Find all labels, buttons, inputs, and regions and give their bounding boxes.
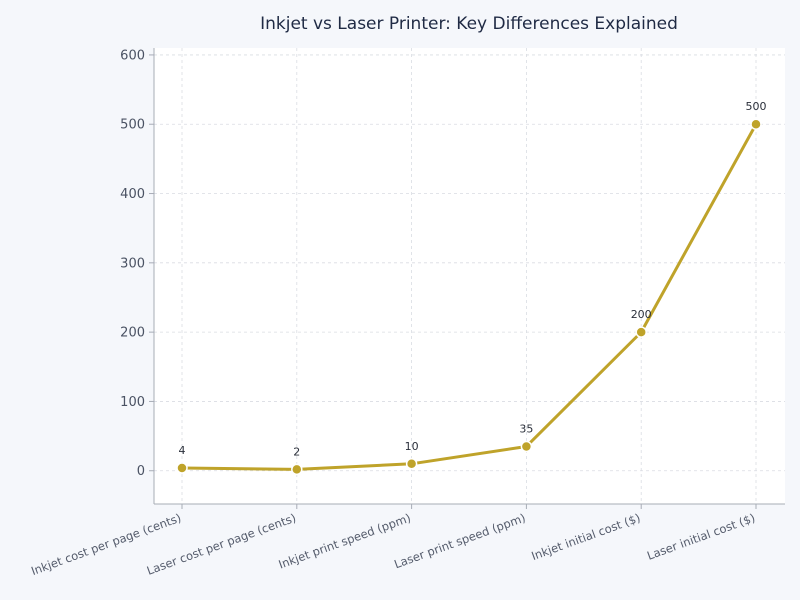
- y-tick-label: 200: [120, 326, 145, 341]
- plot-area: [154, 48, 785, 504]
- data-label: 2: [293, 445, 300, 458]
- data-point[interactable]: [176, 462, 188, 474]
- data-point[interactable]: [291, 463, 303, 476]
- x-tick-label: Inkjet print speed (ppm): [277, 511, 413, 572]
- data-label: 35: [519, 422, 533, 435]
- data-label: 200: [631, 308, 652, 321]
- series-line: [180, 122, 758, 471]
- y-tick-label: 600: [120, 48, 145, 63]
- x-tick-label: Inkjet initial cost ($): [529, 511, 642, 563]
- x-tick-label: Laser print speed (ppm): [392, 511, 527, 572]
- y-tick-label: 300: [120, 256, 145, 271]
- data-label: 4: [179, 444, 186, 457]
- data-point[interactable]: [635, 326, 647, 338]
- data-point[interactable]: [405, 458, 418, 470]
- x-tick-label: Laser initial cost ($): [645, 511, 757, 563]
- data-label: 500: [746, 100, 767, 113]
- y-tick-label: 500: [120, 118, 145, 133]
- x-axis-ticks: Inkjet cost per page (cents)Laser cost p…: [29, 504, 757, 578]
- chart-title: Inkjet vs Laser Printer: Key Differences…: [260, 14, 678, 34]
- data-labels: 4 2 10 35 200 500: [179, 100, 767, 458]
- series: [176, 118, 762, 476]
- y-tick-label: 100: [120, 395, 145, 410]
- y-tick-label: 0: [137, 464, 145, 479]
- data-point[interactable]: [750, 118, 762, 130]
- data-label: 10: [405, 440, 419, 453]
- y-axis-ticks: 0 100 200 300 400 500 600: [120, 48, 154, 479]
- y-tick-label: 400: [120, 187, 145, 202]
- data-point[interactable]: [520, 440, 533, 453]
- grid: [154, 48, 785, 504]
